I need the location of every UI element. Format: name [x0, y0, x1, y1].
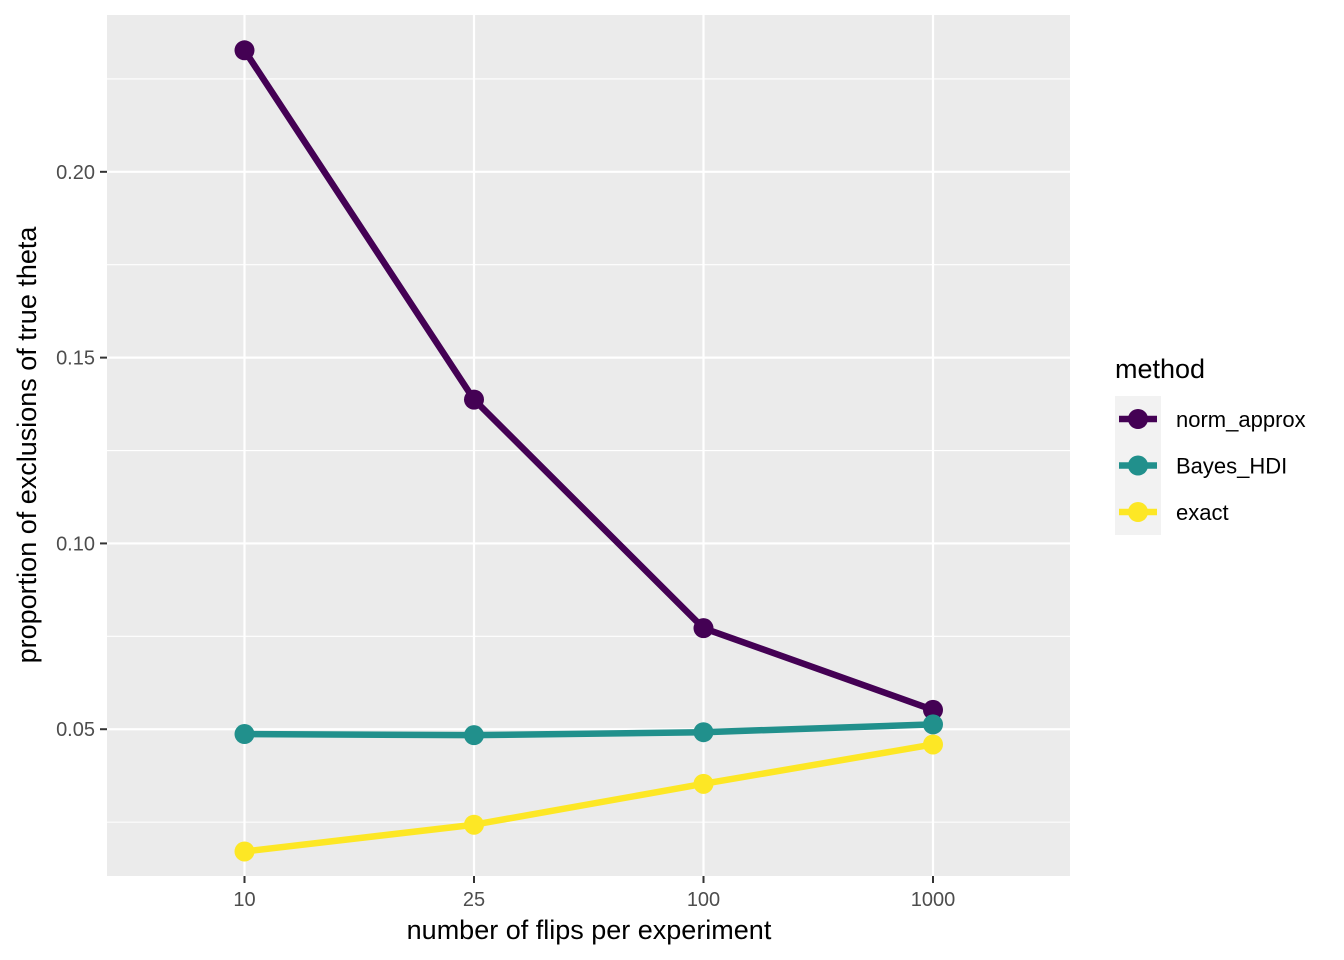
y-tick-label: 0.10: [56, 533, 95, 555]
x-axis-title: number of flips per experiment: [407, 915, 772, 945]
x-tick-label: 10: [233, 889, 255, 911]
y-tick-label: 0.15: [56, 348, 95, 370]
data-point-norm-approx: [923, 699, 943, 720]
y-tick-label: 0.20: [56, 162, 95, 184]
series-line-exact: [244, 741, 934, 855]
data-point-norm-approx: [234, 40, 255, 61]
legend-title: method: [1115, 354, 1205, 384]
x-axis: 10 25 100 1000: [233, 876, 955, 911]
legend-key-point-exact: [1128, 502, 1148, 522]
legend-label-exact: exact: [1176, 500, 1229, 525]
data-point-exact: [234, 841, 255, 862]
data-point-bayes-hdi: [923, 714, 943, 735]
minor-gridlines: [107, 78, 1070, 823]
x-tick-label: 1000: [911, 889, 956, 911]
legend-key-point-norm-approx: [1128, 409, 1148, 429]
data-point-bayes-hdi: [693, 722, 714, 743]
series-line-bayes-hdi: [244, 721, 934, 739]
series-layer: [234, 40, 943, 862]
data-point-exact: [923, 734, 943, 755]
data-point-bayes-hdi: [464, 725, 484, 746]
legend-label-bayes-hdi: Bayes_HDI: [1176, 454, 1287, 479]
x-tick-label: 25: [463, 889, 485, 911]
y-axis: 0.05 0.10 0.15 0.20: [56, 162, 107, 741]
y-tick-label: 0.05: [56, 719, 95, 741]
data-point-norm-approx: [693, 618, 714, 639]
data-point-exact: [693, 773, 714, 794]
legend-key-point-bayes-hdi: [1128, 455, 1148, 476]
legend-label-norm-approx: norm_approx: [1176, 407, 1306, 432]
series-line-norm-approx: [241, 48, 935, 713]
x-tick-label: 100: [687, 889, 720, 911]
data-point-norm-approx: [464, 389, 484, 410]
y-axis-title: proportion of exclusions of true theta: [12, 226, 42, 664]
data-point-exact: [464, 814, 484, 835]
data-point-bayes-hdi: [234, 724, 255, 745]
